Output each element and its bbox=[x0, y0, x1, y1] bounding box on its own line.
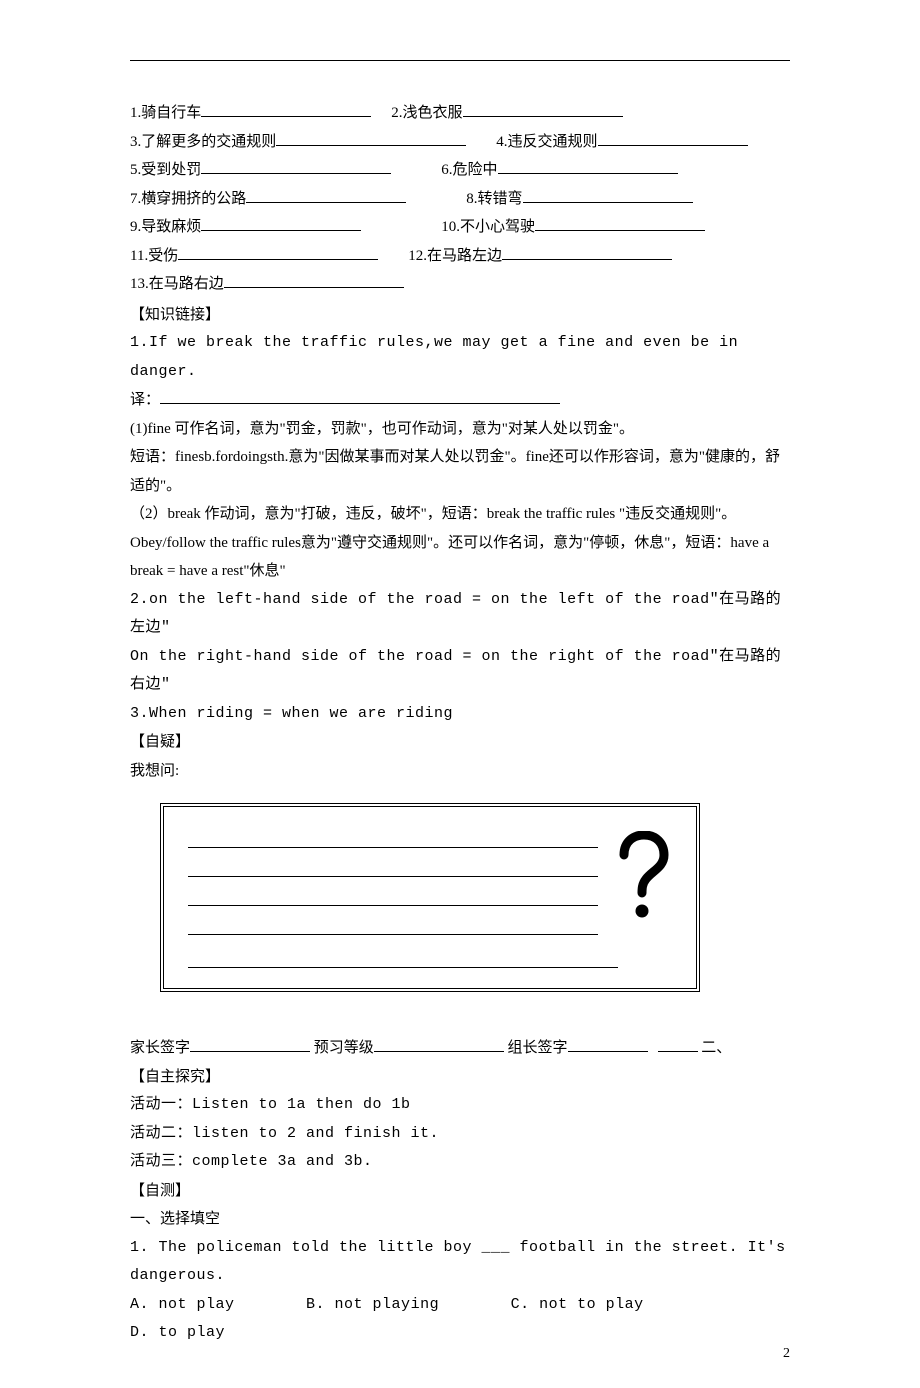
vocab-row: 11.受伤 12.在马路左边 bbox=[130, 242, 790, 271]
vocab-item-right: 2.浅色衣服 bbox=[391, 105, 462, 121]
question-line-2[interactable] bbox=[188, 854, 598, 877]
translation-blank: 译： bbox=[130, 386, 790, 415]
leader-sign-blank-2[interactable] bbox=[658, 1051, 698, 1052]
vocab-item-right: 12.在马路左边 bbox=[408, 248, 502, 264]
parent-sign-blank[interactable] bbox=[190, 1051, 310, 1052]
vocab-blank[interactable] bbox=[463, 116, 623, 117]
vocab-item-left: 5.受到处罚 bbox=[130, 162, 201, 178]
leader-sign-blank[interactable] bbox=[568, 1051, 648, 1052]
question-line-1[interactable] bbox=[188, 825, 598, 848]
knowledge-right-side: On the right-hand side of the road = on … bbox=[130, 643, 790, 700]
activity-1: 活动一：Listen to 1a then do 1b bbox=[130, 1091, 790, 1120]
knowledge-sentence-1: 1.If we break the traffic rules,we may g… bbox=[130, 329, 790, 386]
vocab-blank[interactable] bbox=[178, 259, 378, 260]
question-mark-icon bbox=[612, 831, 672, 921]
vocab-blank[interactable] bbox=[201, 173, 391, 174]
leader-sign-label: 组长签字 bbox=[508, 1040, 568, 1056]
vocab-item-left: 1.骑自行车 bbox=[130, 105, 201, 121]
vocab-blank[interactable] bbox=[201, 116, 371, 117]
vocab-blank[interactable] bbox=[276, 145, 466, 146]
translation-line[interactable] bbox=[160, 403, 560, 404]
option-d[interactable]: D. to play bbox=[130, 1319, 225, 1348]
option-c[interactable]: C. not to play bbox=[511, 1291, 644, 1320]
self-doubt-heading: 【自疑】 bbox=[130, 728, 790, 757]
vocab-blank[interactable] bbox=[598, 145, 748, 146]
vocab-blank[interactable] bbox=[498, 173, 678, 174]
section-two-label: 二、 bbox=[701, 1040, 731, 1056]
knowledge-break: （2）break 作动词，意为"打破，违反，破坏"，短语：break the t… bbox=[130, 500, 790, 586]
vocab-row: 7.横穿拥挤的公路 8.转错弯 bbox=[130, 185, 790, 214]
vocab-item-left: 9.导致麻烦 bbox=[130, 219, 201, 235]
question-1-stem: 1. The policeman told the little boy ___… bbox=[130, 1234, 790, 1291]
multiple-choice-heading: 一、选择填空 bbox=[130, 1205, 790, 1234]
self-explore-heading: 【自主探究】 bbox=[130, 1063, 790, 1092]
knowledge-fine-phrase: 短语：finesb.fordoingsth.意为"因做某事而对某人处以罚金"。f… bbox=[130, 443, 790, 500]
self-test-heading: 【自测】 bbox=[130, 1177, 790, 1206]
vocab-item-right: 6.危险中 bbox=[441, 162, 497, 178]
knowledge-fine-noun: (1)fine 可作名词，意为"罚金，罚款"，也可作动词，意为"对某人处以罚金"… bbox=[130, 415, 790, 444]
vocab-blank[interactable] bbox=[535, 230, 705, 231]
vocab-row: 3.了解更多的交通规则 4.违反交通规则 bbox=[130, 128, 790, 157]
vocab-item-left: 7.横穿拥挤的公路 bbox=[130, 191, 246, 207]
activity-2: 活动二：listen to 2 and finish it. bbox=[130, 1120, 790, 1149]
vocab-row: 1.骑自行车 2.浅色衣服 bbox=[130, 99, 790, 128]
worksheet-page: 1.骑自行车 2.浅色衣服 3.了解更多的交通规则 4.违反交通规则 5.受到处罚 6.危… bbox=[0, 0, 920, 1388]
option-b[interactable]: B. not playing bbox=[306, 1291, 439, 1320]
vocab-item-left: 11.受伤 bbox=[130, 248, 178, 264]
vocab-item-right: 10.不小心驾驶 bbox=[441, 219, 535, 235]
vocab-item-right: 4.违反交通规则 bbox=[496, 134, 597, 150]
question-1-options: A. not play B. not playing C. not to pla… bbox=[130, 1291, 790, 1348]
self-doubt-label: 我想问: bbox=[130, 757, 790, 786]
signature-row: 家长签字 预习等级 组长签字 二、 bbox=[130, 1034, 790, 1063]
parent-sign-label: 家长签字 bbox=[130, 1040, 190, 1056]
vocab-row: 5.受到处罚 6.危险中 bbox=[130, 156, 790, 185]
vocab-blank[interactable] bbox=[246, 202, 406, 203]
top-horizontal-rule bbox=[130, 60, 790, 61]
question-line-4[interactable] bbox=[188, 912, 598, 935]
page-number: 2 bbox=[783, 1341, 790, 1368]
option-a[interactable]: A. not play bbox=[130, 1291, 235, 1320]
vocab-blank[interactable] bbox=[201, 230, 361, 231]
vocab-blank[interactable] bbox=[523, 202, 693, 203]
vocab-item-left: 3.了解更多的交通规则 bbox=[130, 134, 276, 150]
activity-3: 活动三：complete 3a and 3b. bbox=[130, 1148, 790, 1177]
vocab-blank[interactable] bbox=[224, 287, 404, 288]
knowledge-when-riding: 3.When riding = when we are riding bbox=[130, 700, 790, 729]
vocab-item-left: 13.在马路右边 bbox=[130, 276, 224, 292]
vocab-item-right: 8.转错弯 bbox=[466, 191, 522, 207]
question-line-5[interactable] bbox=[188, 945, 618, 968]
translation-label: 译： bbox=[130, 392, 160, 408]
preview-grade-blank[interactable] bbox=[374, 1051, 504, 1052]
vocab-row: 9.导致麻烦 10.不小心驾驶 bbox=[130, 213, 790, 242]
vocab-row: 13.在马路右边 bbox=[130, 270, 790, 299]
knowledge-left-side: 2.on the left-hand side of the road = on… bbox=[130, 586, 790, 643]
preview-grade-label: 预习等级 bbox=[314, 1040, 374, 1056]
vocabulary-blank-list: 1.骑自行车 2.浅色衣服 3.了解更多的交通规则 4.违反交通规则 5.受到处罚 6.危… bbox=[130, 99, 790, 299]
accent-mark-icon bbox=[648, 1046, 658, 1052]
vocab-blank[interactable] bbox=[502, 259, 672, 260]
question-line-3[interactable] bbox=[188, 883, 598, 906]
knowledge-heading: 【知识链接】 bbox=[130, 301, 790, 330]
question-box bbox=[160, 803, 700, 992]
